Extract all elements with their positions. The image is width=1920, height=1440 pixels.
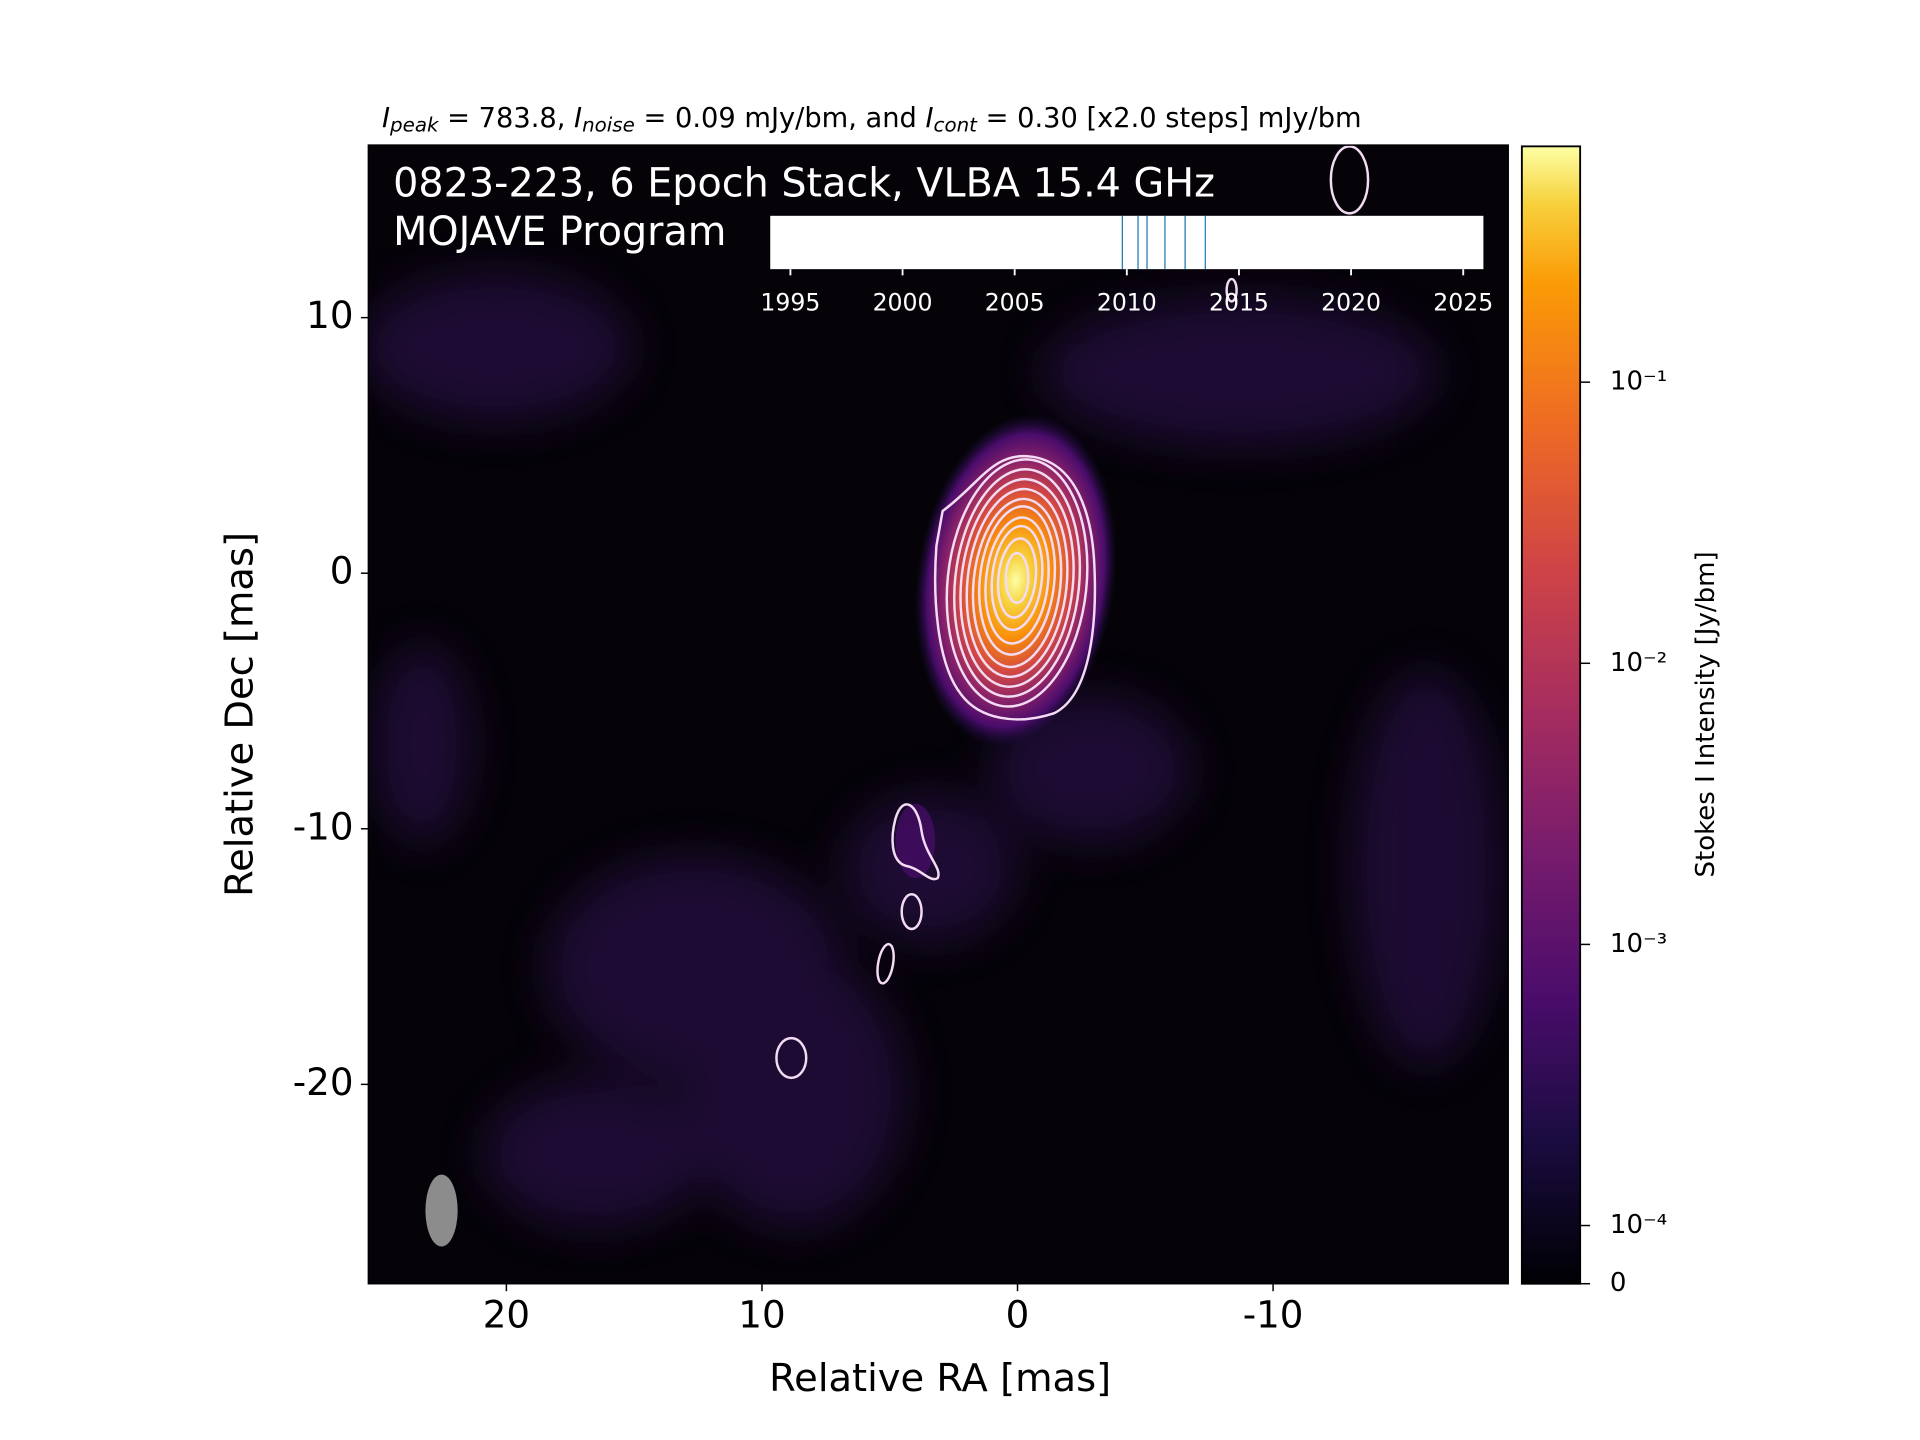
image bbox=[368, 145, 1509, 1284]
colorbar-tick-label: 10⁻³ bbox=[1610, 929, 1667, 959]
epoch-tick-label: 2020 bbox=[1321, 288, 1381, 316]
epoch-tick-label: 2015 bbox=[1209, 288, 1269, 316]
contour bbox=[959, 477, 1075, 688]
contour bbox=[1004, 551, 1030, 605]
epoch-timeline bbox=[770, 215, 1484, 270]
y-tick-label: -20 bbox=[293, 1060, 354, 1104]
contour bbox=[990, 524, 1044, 632]
contour bbox=[945, 458, 1089, 708]
colorbar-tick-label: 0 bbox=[1610, 1268, 1627, 1298]
epoch-tick-label: 1995 bbox=[760, 288, 820, 316]
y-tick-label: 10 bbox=[306, 293, 353, 337]
title-part: I bbox=[926, 103, 934, 134]
title-part: I bbox=[574, 103, 582, 134]
contour bbox=[891, 803, 940, 881]
epoch-tick-label: 2000 bbox=[873, 288, 933, 316]
title-part: noise bbox=[582, 113, 635, 136]
jet-emission bbox=[895, 803, 936, 879]
colorbar-tick-label: 10⁻² bbox=[1610, 648, 1667, 678]
contour bbox=[1225, 277, 1238, 303]
beam bbox=[425, 1174, 458, 1247]
chart-title: Ipeak = 783.8, Inoise = 0.09 mJy/bm, and… bbox=[382, 103, 1362, 136]
y-axis-label: Relative Dec [mas] bbox=[217, 532, 262, 897]
title-part: = 0.30 [x2.0 steps] mJy/bm bbox=[977, 103, 1362, 134]
epoch-tick-label: 2025 bbox=[1433, 288, 1493, 316]
epoch-tick-label: 2010 bbox=[1097, 288, 1157, 316]
colorbar-label: Stokes I Intensity [Jy/bm] bbox=[1691, 551, 1721, 877]
contour bbox=[977, 505, 1057, 656]
title-part: peak bbox=[389, 113, 440, 136]
contours bbox=[775, 145, 1370, 1080]
colorbar-tick-label: 10⁻⁴ bbox=[1610, 1210, 1667, 1240]
contour bbox=[971, 497, 1063, 669]
contour bbox=[775, 1036, 808, 1080]
x-tick-label: 10 bbox=[738, 1293, 785, 1337]
annotation: MOJAVE Program bbox=[393, 209, 726, 255]
x-axis-label: Relative RA [mas] bbox=[769, 1356, 1111, 1401]
plot-frame bbox=[367, 144, 1509, 1285]
colorbar bbox=[1520, 145, 1582, 1285]
title-part: = 783.8, bbox=[438, 103, 574, 134]
contour bbox=[984, 516, 1050, 645]
source-emission bbox=[914, 414, 1117, 747]
x-tick-label: 20 bbox=[483, 1293, 530, 1337]
annotation: 0823-223, 6 Epoch Stack, VLBA 15.4 GHz bbox=[393, 161, 1215, 207]
contour bbox=[876, 942, 895, 985]
contour bbox=[952, 468, 1082, 698]
title-part: cont bbox=[934, 113, 979, 136]
colorbar-tick-label: 10⁻¹ bbox=[1610, 367, 1667, 397]
contour bbox=[933, 455, 1097, 721]
y-tick-label: 0 bbox=[330, 549, 354, 593]
contour bbox=[965, 487, 1069, 679]
epoch-tick-label: 2005 bbox=[985, 288, 1045, 316]
x-tick-label: -10 bbox=[1243, 1293, 1304, 1337]
x-tick-label: 0 bbox=[1006, 1293, 1030, 1337]
title-part: I bbox=[382, 103, 390, 134]
title-part: = 0.09 mJy/bm, and bbox=[635, 103, 926, 134]
contour bbox=[1329, 145, 1370, 215]
contour bbox=[900, 893, 923, 931]
title: Ipeak = 783.8, Inoise = 0.09 mJy/bm, and… bbox=[382, 103, 1362, 136]
y-tick-label: -10 bbox=[293, 804, 354, 848]
contour bbox=[996, 537, 1038, 619]
